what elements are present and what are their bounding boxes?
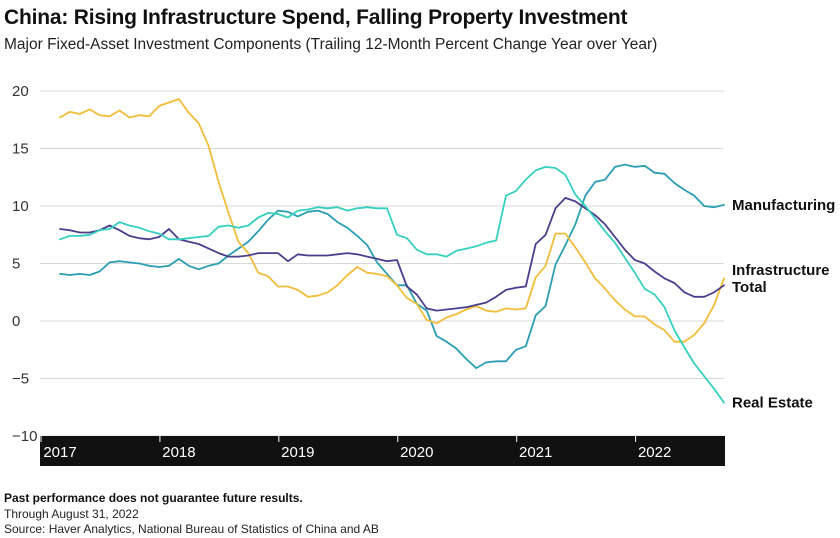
series-line-manufacturing: [59, 163, 725, 370]
series-end-label: Total: [732, 279, 767, 296]
x-axis: 2017 2018 2019 2020 2021 2022: [40, 436, 725, 466]
series-line-infrastructure: [59, 98, 725, 343]
source-note: Source: Haver Analytics, National Bureau…: [4, 522, 379, 536]
x-tick-label: 2019: [281, 444, 314, 461]
x-tick-label: 2018: [162, 444, 195, 461]
series-line-real-estate: [59, 165, 725, 404]
y-tick-label: −5: [12, 371, 29, 388]
chart-subtitle: Major Fixed-Asset Investment Components …: [4, 36, 658, 53]
y-tick-label: 15: [12, 141, 29, 158]
y-axis: −10 −5 0 5 10 15 20: [12, 83, 37, 445]
x-tick-label: 2020: [400, 444, 433, 461]
y-tick-label: 5: [12, 256, 20, 273]
y-tick-label: 20: [12, 83, 29, 100]
x-axis-band: [40, 436, 725, 466]
x-tick-label: 2021: [519, 444, 552, 461]
y-tick-label: 0: [12, 313, 20, 330]
series-lines: [59, 98, 725, 404]
series-end-label: Manufacturing: [732, 197, 835, 214]
date-note: Through August 31, 2022: [4, 507, 139, 521]
x-tick-label: 2022: [638, 444, 671, 461]
series-end-label: Real Estate: [732, 395, 813, 412]
series-end-label: Infrastructure: [732, 262, 830, 279]
chart-title: China: Rising Infrastructure Spend, Fall…: [4, 6, 628, 29]
y-tick-label: −10: [12, 428, 37, 445]
series-line-total: [59, 196, 725, 312]
disclaimer-note: Past performance does not guarantee futu…: [4, 491, 303, 505]
y-tick-label: 10: [12, 198, 29, 215]
x-tick-label: 2017: [43, 444, 76, 461]
